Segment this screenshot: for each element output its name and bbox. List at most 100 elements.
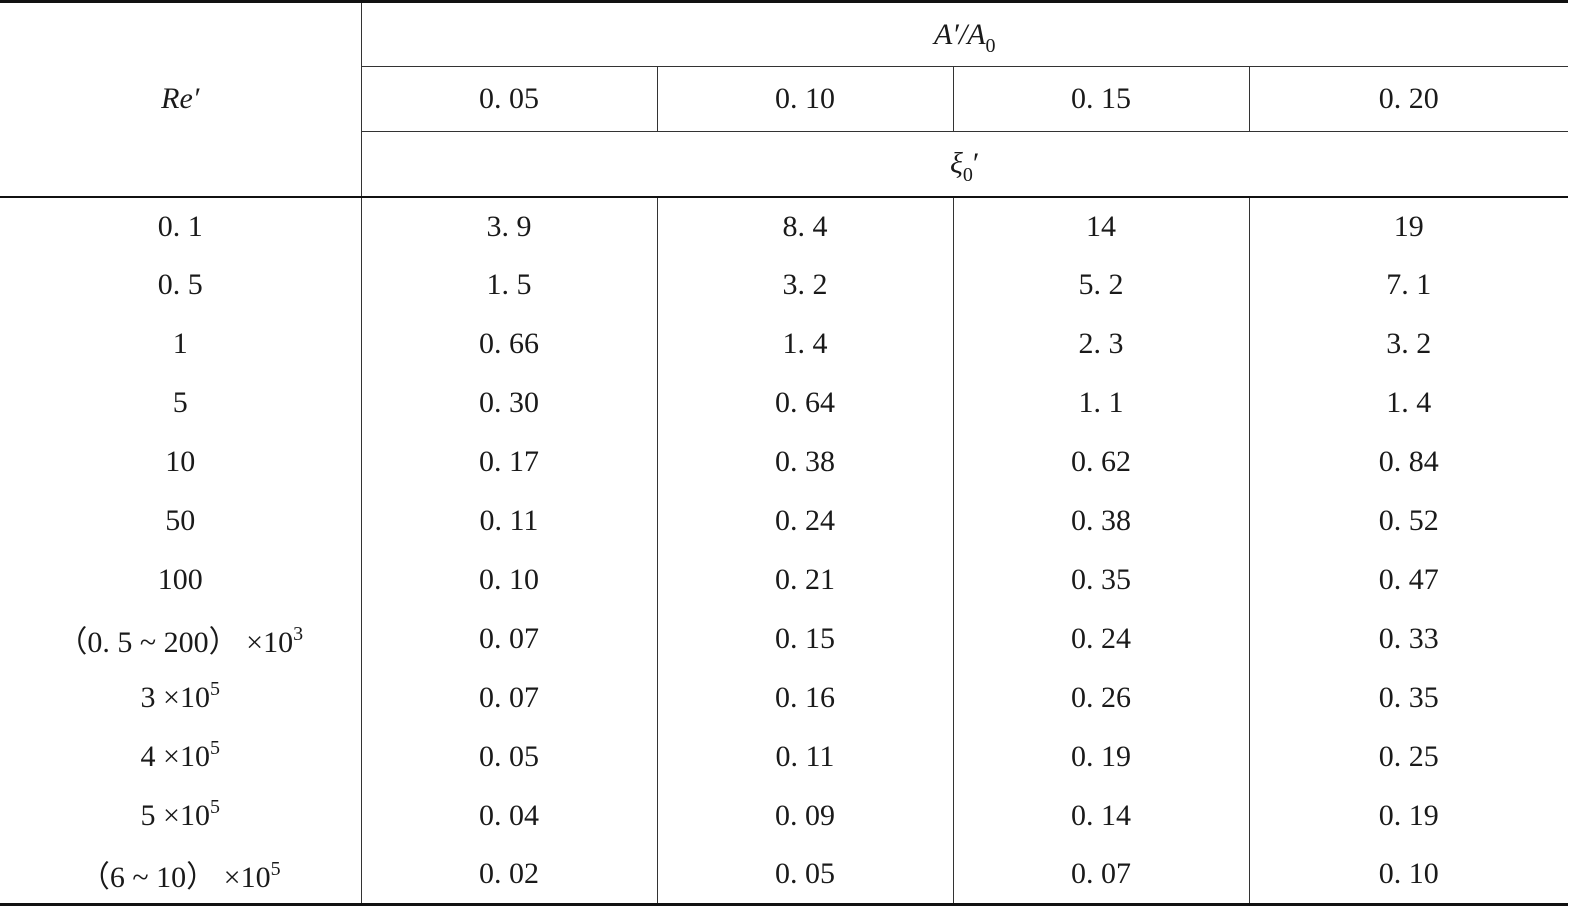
table-cell: 0. 07	[479, 622, 539, 655]
table-row: 5 ×105 0. 04 0. 09 0. 14 0. 19	[0, 786, 1568, 846]
row-re-exponent: 5	[270, 858, 281, 881]
table-cell: 0. 10	[479, 563, 539, 596]
table-cell: 0. 04	[479, 799, 539, 832]
table-row: 3 ×105 0. 07 0. 16 0. 26 0. 35	[0, 668, 1568, 728]
table-header: Re′ A′/A0 0. 05 0. 10 0. 15 0. 20 ξ0′	[0, 0, 1568, 198]
row-header-label: Re′	[161, 82, 200, 116]
table-cell: 0. 07	[952, 845, 1249, 906]
row-re-text: 50	[165, 504, 196, 537]
row-re-text: （0. 5 ~ 200） ×10	[57, 626, 294, 659]
row-re-value: 0. 5	[0, 255, 362, 315]
table-cell: 1. 5	[486, 268, 532, 301]
value-header-prime: ′	[972, 146, 980, 180]
table-row: 50 0. 11 0. 24 0. 38 0. 52	[0, 491, 1568, 551]
table-cell: 0. 47	[1248, 550, 1568, 610]
table-cell: 0. 19	[1248, 786, 1568, 846]
header-row-values: ξ0′	[0, 131, 1568, 198]
table-row: 4 ×105 0. 05 0. 11 0. 19 0. 25	[0, 727, 1568, 787]
column-header: 0. 15	[952, 66, 1249, 132]
row-re-text: 100	[157, 563, 203, 596]
table-cell: 0. 09	[656, 786, 953, 846]
table-cell: 19	[1248, 196, 1568, 256]
row-re-exponent: 5	[209, 678, 220, 700]
row-re-text: 3 ×10	[140, 681, 210, 714]
table-cell: 0. 07	[479, 681, 539, 714]
table-row: （6 ~ 10） ×105 0. 02 0. 05 0. 07 0. 10	[0, 845, 1568, 906]
row-re-text: （6 ~ 10） ×10	[79, 861, 271, 895]
table-cell: 0. 11	[479, 504, 539, 537]
row-re-value: 100	[0, 550, 362, 610]
table-cell: 0. 26	[952, 668, 1249, 728]
table-cell: 1. 4	[656, 314, 953, 374]
table-cell: 14	[952, 196, 1249, 256]
row-header-re: Re′	[0, 0, 362, 198]
table-cell: 1. 1	[952, 373, 1249, 433]
table-row: 1 0. 66 1. 4 2. 3 3. 2	[0, 314, 1568, 374]
column-header: 0. 20	[1248, 66, 1568, 132]
table-cell: 2. 3	[952, 314, 1249, 374]
column-group-label: A′/A	[933, 17, 986, 51]
table-cell: 0. 64	[656, 373, 953, 433]
table-cell: 0. 05	[656, 845, 953, 906]
table-row: 10 0. 17 0. 38 0. 62 0. 84	[0, 432, 1568, 492]
row-re-text: 5	[172, 386, 188, 419]
row-re-exponent: 3	[293, 623, 304, 645]
row-re-value: 5 ×105	[0, 786, 362, 846]
table-cell: 3. 2	[1248, 314, 1568, 374]
table-row: 0. 5 1. 5 3. 2 5. 2 7. 1	[0, 255, 1568, 315]
column-group-label-subscript: 0	[985, 34, 996, 57]
table-cell: 0. 21	[656, 550, 953, 610]
column-header: 0. 05	[360, 66, 657, 132]
row-re-text: 0. 1	[157, 209, 203, 243]
row-re-text: 10	[165, 445, 196, 478]
table-row: 0. 1 3. 9 8. 4 14 19	[0, 196, 1568, 256]
table-cell: 0. 33	[1248, 609, 1568, 669]
resistance-coefficient-table: Re′ A′/A0 0. 05 0. 10 0. 15 0. 20 ξ0′ 0.…	[0, 0, 1568, 906]
table-cell: 0. 19	[952, 727, 1249, 787]
table-cell: 0. 14	[952, 786, 1249, 846]
table-cell: 8. 4	[656, 196, 953, 256]
header-row-group: Re′ A′/A0	[0, 0, 1568, 198]
row-re-value: 0. 1	[0, 196, 362, 256]
row-re-text: 1	[172, 327, 188, 360]
table-cell: 0. 17	[479, 445, 539, 478]
table-cell: 5. 2	[952, 255, 1249, 315]
table-row: （0. 5 ~ 200） ×103 0. 07 0. 15 0. 24 0. 33	[0, 609, 1568, 669]
table-cell: 0. 15	[656, 609, 953, 669]
table-cell: 0. 52	[1248, 491, 1568, 551]
column-header: 0. 10	[656, 66, 953, 132]
table-cell: 0. 38	[952, 491, 1249, 551]
row-re-value: 50	[0, 491, 362, 551]
value-header-label: ξ	[950, 146, 963, 180]
table-cell: 0. 25	[1248, 727, 1568, 787]
row-re-value: 5	[0, 373, 362, 433]
row-re-value: （6 ~ 10） ×105	[0, 845, 362, 906]
table-cell: 0. 35	[1248, 668, 1568, 728]
table-cell: 0. 38	[656, 432, 953, 492]
table-cell: 0. 84	[1248, 432, 1568, 492]
row-re-value: 10	[0, 432, 362, 492]
table-body: 0. 1 3. 9 8. 4 14 19 0. 5 1. 5 3. 2 5. 2 7. 1 1 0. …	[0, 196, 1568, 906]
value-header-subscript: 0	[962, 163, 973, 186]
table-cell: 0. 16	[656, 668, 953, 728]
table-cell: 0. 24	[656, 491, 953, 551]
table-cell: 0. 10	[1248, 845, 1568, 906]
table-cell: 1. 4	[1248, 373, 1568, 433]
table-row: 100 0. 10 0. 21 0. 35 0. 47	[0, 550, 1568, 610]
table-cell: 3. 2	[656, 255, 953, 315]
table-cell: 0. 05	[479, 740, 539, 773]
table-cell: 0. 11	[656, 727, 953, 787]
table-cell: 0. 24	[952, 609, 1249, 669]
value-header: ξ0′	[360, 131, 1568, 198]
data-table-container: Re′ A′/A0 0. 05 0. 10 0. 15 0. 20 ξ0′ 0.…	[0, 0, 1568, 906]
row-re-value: 3 ×105	[0, 668, 362, 728]
header-row-columns: 0. 05 0. 10 0. 15 0. 20	[0, 66, 1568, 132]
table-cell: 0. 30	[479, 386, 539, 419]
row-re-exponent: 5	[209, 737, 220, 759]
row-re-text: 5 ×10	[140, 799, 210, 832]
row-re-value: 1	[0, 314, 362, 374]
table-cell: 7. 1	[1248, 255, 1568, 315]
row-re-exponent: 5	[209, 796, 220, 818]
table-cell: 0. 35	[952, 550, 1249, 610]
table-cell: 0. 62	[952, 432, 1249, 492]
